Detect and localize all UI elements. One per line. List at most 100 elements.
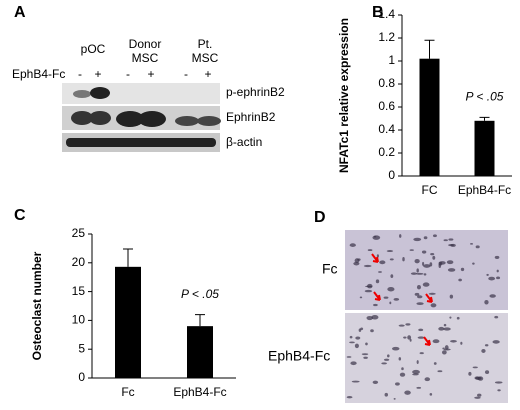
- cell: [365, 342, 368, 346]
- cell: [460, 267, 465, 272]
- cell: [443, 323, 447, 327]
- cell: [409, 249, 414, 251]
- sign: -: [126, 67, 130, 81]
- cell: [371, 314, 379, 320]
- panel-label: C: [14, 207, 26, 224]
- cell: [422, 261, 425, 266]
- cell: [421, 250, 427, 254]
- cell: [373, 235, 377, 238]
- y-tick-label: 20: [72, 255, 86, 269]
- cell: [364, 289, 373, 293]
- cell: [423, 273, 427, 276]
- arrow: [425, 293, 433, 303]
- cell: [447, 268, 456, 272]
- cell: [474, 396, 481, 399]
- cell: [349, 341, 355, 344]
- sign: +: [147, 67, 154, 81]
- cell: [475, 245, 480, 249]
- y-tick-label: 25: [72, 226, 86, 240]
- sign: +: [204, 67, 211, 81]
- cell: [399, 372, 406, 377]
- cell: [413, 237, 422, 242]
- cell: [443, 348, 451, 351]
- cell: [412, 373, 419, 376]
- cell: [477, 393, 482, 397]
- cell: [458, 278, 462, 282]
- cell: [448, 238, 454, 241]
- cell: [354, 343, 359, 349]
- cell: [429, 393, 433, 396]
- cell: [409, 338, 412, 342]
- cell: [430, 303, 437, 308]
- cell: [449, 316, 452, 319]
- cell: [432, 234, 437, 238]
- panel-label: A: [14, 4, 26, 21]
- cell: [470, 243, 474, 245]
- cell: [378, 271, 382, 273]
- cell: [437, 370, 443, 373]
- cell: [450, 339, 457, 343]
- cell: [423, 264, 431, 268]
- cell: [496, 276, 501, 280]
- cell: [373, 303, 378, 307]
- cell: [432, 255, 436, 260]
- annotation: P < .05: [466, 90, 504, 104]
- cell: [370, 329, 374, 333]
- cell: [489, 294, 496, 298]
- cell: [395, 382, 400, 386]
- cell: [444, 345, 449, 350]
- cell: [372, 235, 381, 240]
- cell: [416, 285, 421, 290]
- cell: [432, 339, 440, 344]
- cell: [488, 276, 496, 281]
- cell: [367, 249, 373, 252]
- cell: [354, 258, 360, 263]
- cell: [349, 335, 353, 339]
- cell: [416, 272, 424, 275]
- x-tick-label: Fc: [121, 385, 134, 399]
- cell: [449, 294, 454, 299]
- cell: [353, 261, 360, 266]
- cell: [387, 286, 395, 292]
- cell: [416, 386, 422, 389]
- cell: [392, 346, 400, 351]
- cell: [443, 327, 451, 331]
- cell: [393, 398, 396, 400]
- cell: [399, 234, 402, 238]
- y-tick-label: 0: [78, 370, 85, 384]
- y-tick-label: 1: [388, 53, 395, 67]
- cell: [416, 360, 419, 365]
- cell: [398, 324, 405, 327]
- arrow: [371, 253, 379, 263]
- y-tick-label: 0.4: [378, 122, 395, 136]
- cell: [423, 236, 428, 240]
- y-axis-label: NFATc1 relative expression: [337, 18, 351, 173]
- cell: [355, 336, 361, 340]
- band-label: EphrinB2: [226, 110, 276, 124]
- y-tick-label: 0: [388, 168, 395, 182]
- arrow: [373, 291, 381, 301]
- cell: [494, 315, 499, 319]
- cell: [384, 392, 388, 397]
- sign: -: [78, 67, 82, 81]
- cell: [496, 269, 499, 273]
- annotation: P < .05: [181, 287, 219, 301]
- cell: [405, 323, 411, 326]
- bar: [474, 120, 495, 176]
- group-label: MSC: [132, 51, 159, 65]
- sign: -: [184, 67, 188, 81]
- y-axis-label: Osteoclast number: [30, 251, 44, 360]
- cell: [430, 252, 435, 256]
- cell: [416, 268, 419, 273]
- cell: [494, 381, 503, 384]
- y-tick-label: 0.8: [378, 76, 395, 90]
- cell: [417, 336, 425, 339]
- arrow: [423, 336, 431, 346]
- cell: [346, 396, 353, 399]
- error-bar: [195, 314, 205, 327]
- cell: [387, 354, 390, 358]
- cell: [419, 352, 424, 355]
- cell: [403, 336, 407, 339]
- cell: [439, 261, 446, 265]
